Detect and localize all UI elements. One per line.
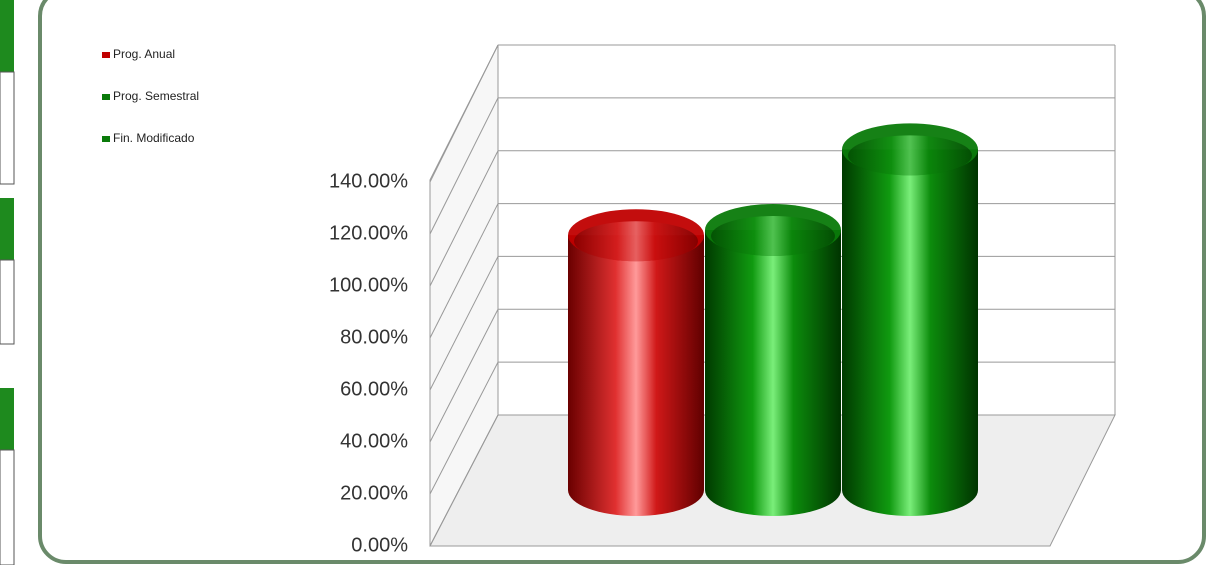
legend-swatch (102, 94, 110, 100)
y-tick-label: 100.00% (329, 274, 408, 296)
y-tick-label: 20.00% (340, 482, 408, 504)
cylinder-top-shine (574, 221, 698, 262)
side-tab (0, 388, 14, 450)
side-tab (0, 198, 14, 260)
side-grid-line (429, 203, 499, 339)
y-tick-label: 0.00% (351, 534, 408, 556)
side-panel (0, 449, 15, 566)
side-panel (0, 259, 15, 345)
side-grid-line (429, 361, 499, 495)
side-grid-line (429, 150, 499, 287)
side-grid-line (429, 256, 499, 391)
cylinder-top-shine (848, 135, 972, 176)
y-tick-label: 60.00% (340, 378, 408, 400)
side-tab (0, 0, 14, 72)
legend-label: Prog. Semestral (113, 89, 199, 103)
bar (842, 149, 978, 490)
legend-swatch (102, 52, 110, 58)
side-grid-line (429, 414, 499, 547)
y-tick-label: 40.00% (340, 430, 408, 452)
side-grid-line (429, 44, 499, 183)
legend-swatch (102, 136, 110, 142)
side-grid-line (429, 97, 499, 235)
legend-label: Fin. Modificado (113, 131, 195, 145)
y-tick-label: 140.00% (329, 170, 408, 192)
cylinder-top-shine (711, 216, 835, 256)
side-panel (0, 71, 15, 185)
legend-label: Prog. Anual (113, 47, 175, 61)
y-tick-label: 80.00% (340, 326, 408, 348)
bar (568, 235, 704, 490)
bar (705, 230, 841, 490)
y-tick-label: 120.00% (329, 222, 408, 244)
side-grid-line (429, 309, 499, 443)
